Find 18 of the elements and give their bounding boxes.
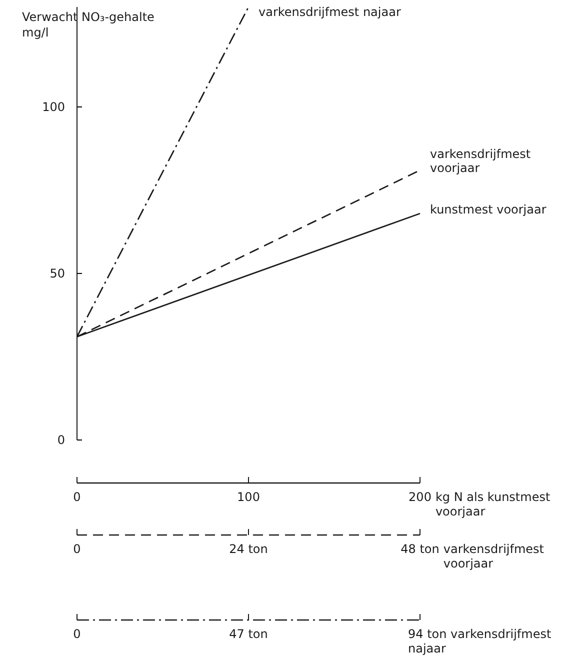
text: 47 ton xyxy=(229,627,268,641)
x2-axis-title: varkensdrijfmest voorjaar xyxy=(443,542,544,570)
x-tick-label: 200 xyxy=(408,490,432,504)
x2-tick-label: 24 ton xyxy=(229,542,268,556)
series-label: varkensdrijfmest najaar xyxy=(258,5,401,19)
x2-tick-label: 0 xyxy=(73,542,81,556)
series-label: kunstmest voorjaar xyxy=(430,202,546,217)
text: 0 xyxy=(73,627,81,641)
x-axis-title: kg N als kunstmest voorjaar xyxy=(435,490,550,518)
y-tick-label: 100 xyxy=(42,100,65,114)
y-tick-label: 50 xyxy=(50,266,65,280)
text: 94 ton varkensdrijfmest najaar xyxy=(408,627,552,656)
y-axis-title: Verwacht NO₃-gehalte mg/l xyxy=(22,10,154,40)
y-tick-label: 0 xyxy=(57,432,65,447)
x2-tick-label: 48 ton xyxy=(400,542,440,556)
x-tick-label: 0 xyxy=(73,490,81,504)
x-tick-label: 100 xyxy=(237,490,260,504)
series-label: varkensdrijfmest voorjaar xyxy=(430,146,531,176)
